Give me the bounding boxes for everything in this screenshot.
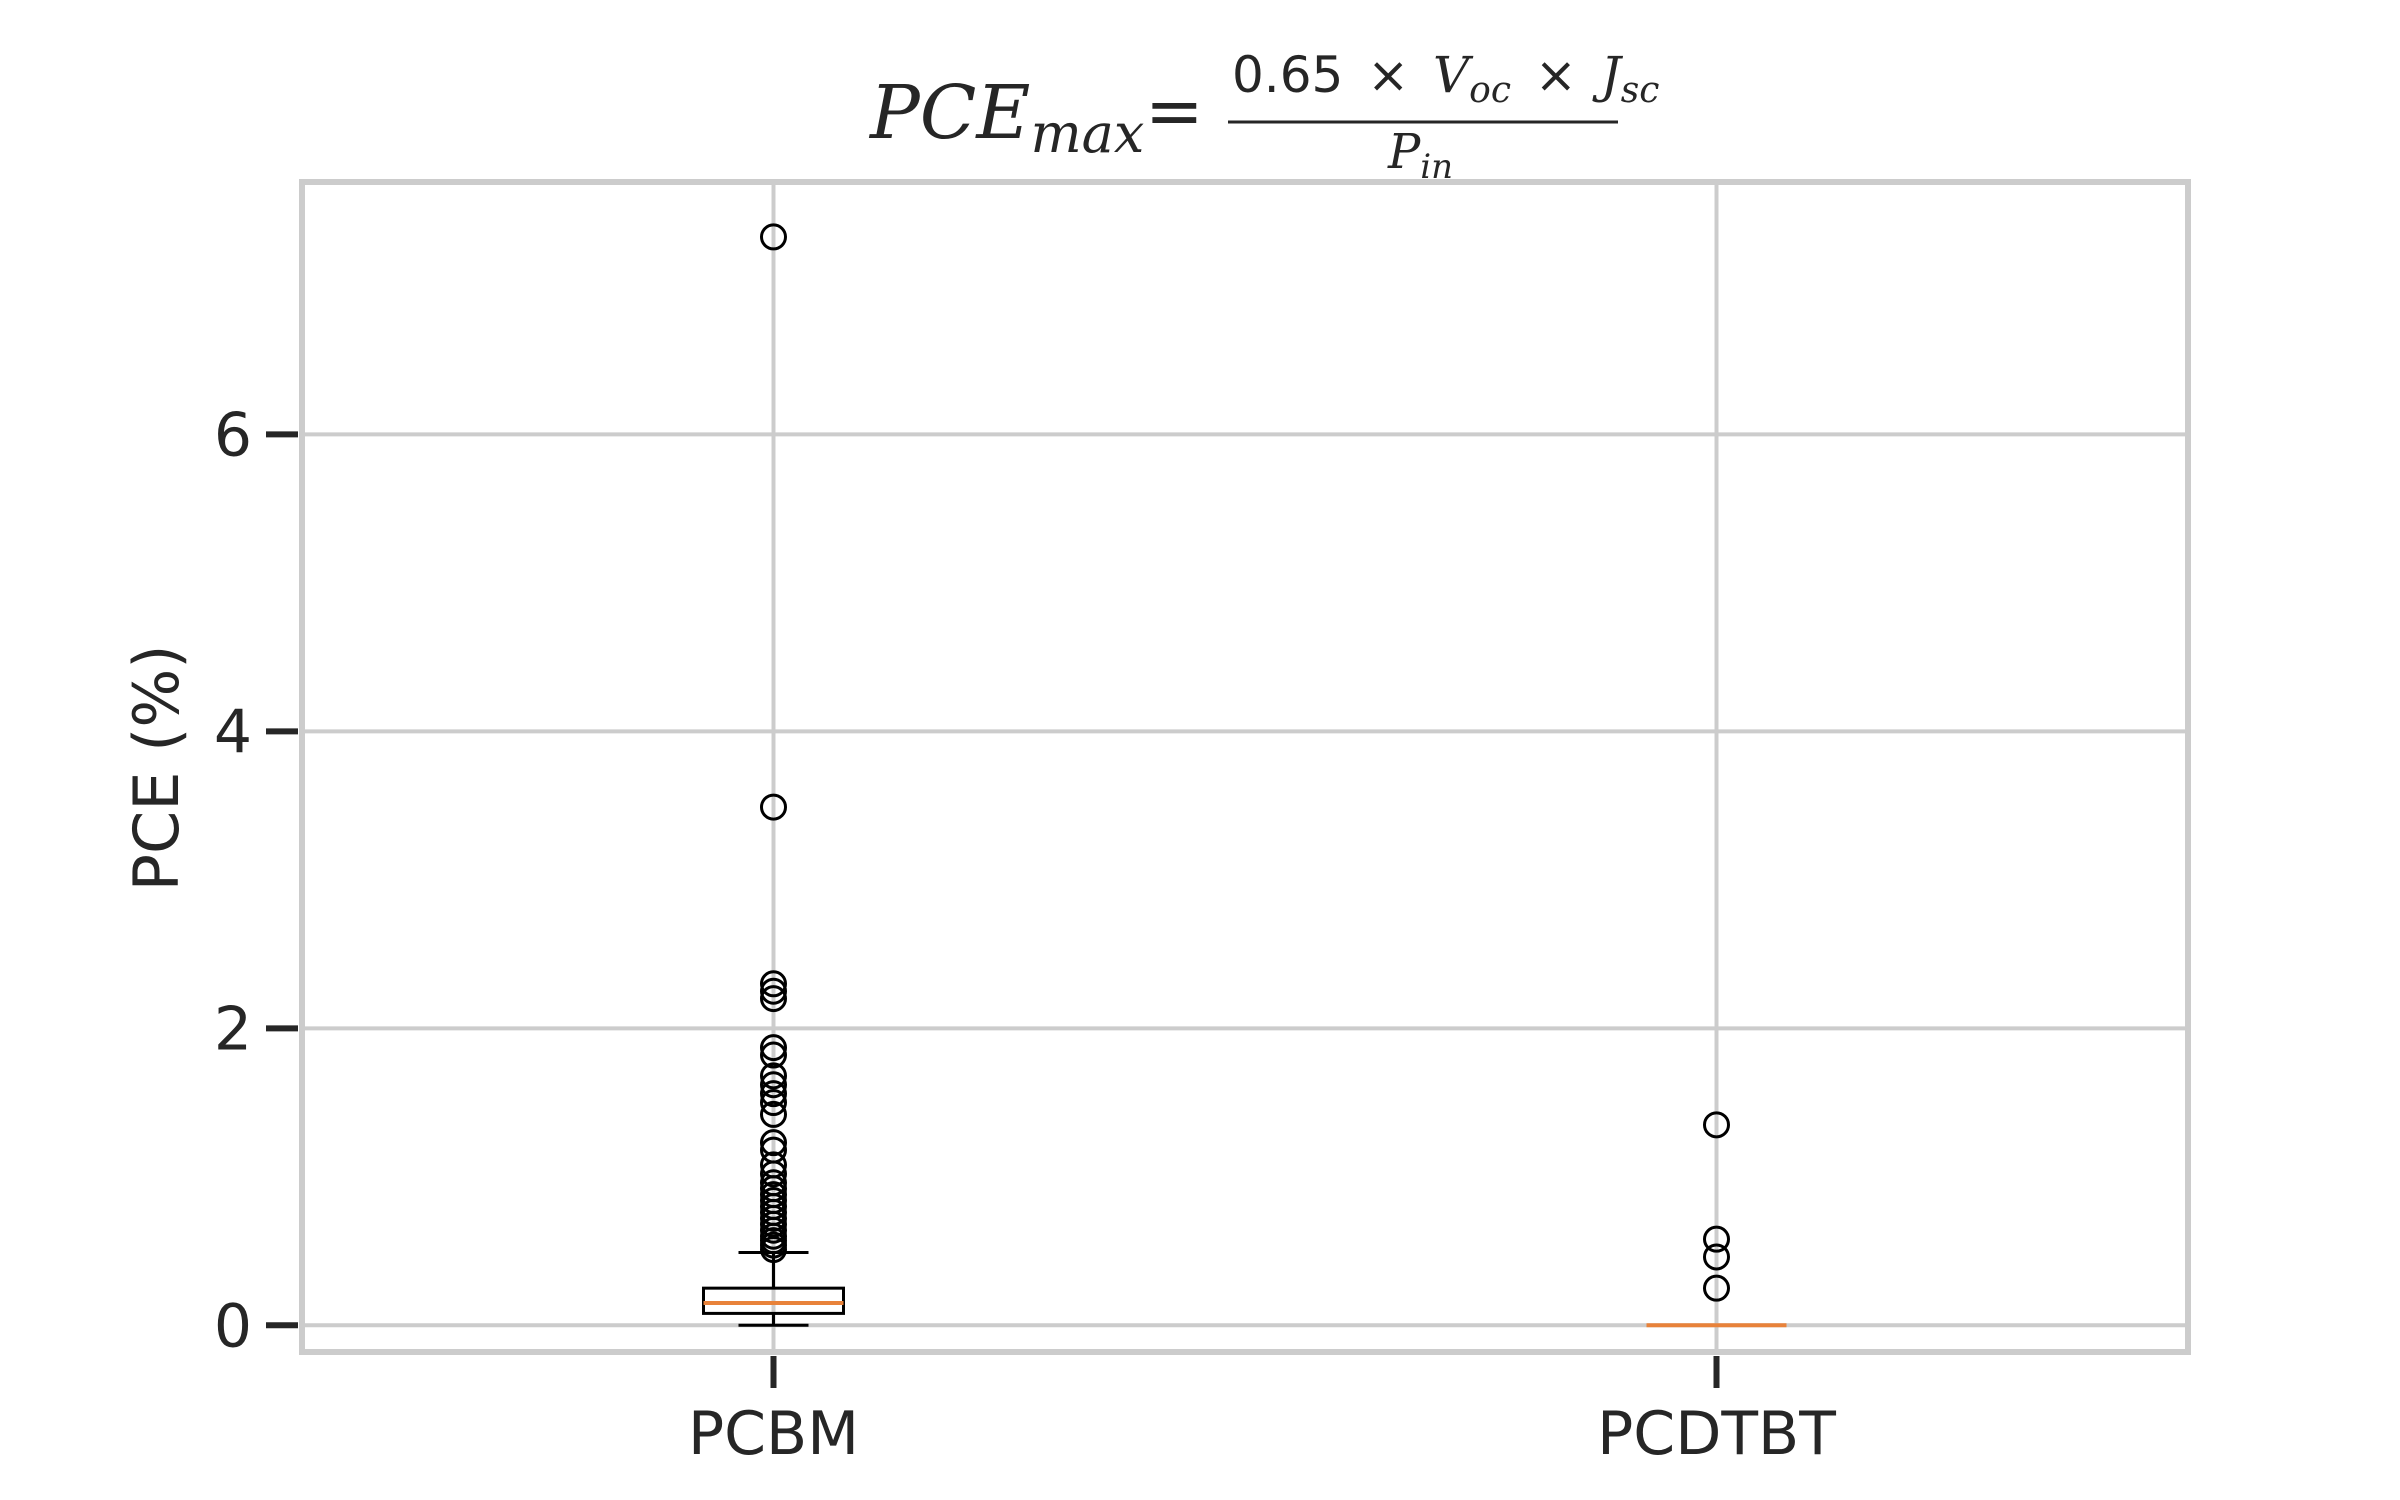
boxes (702, 223, 1787, 1328)
outlier-point (760, 1062, 787, 1090)
plot-border (299, 179, 2191, 1355)
plot-frame (299, 179, 2191, 1355)
outlier-point (760, 1071, 787, 1099)
title-jsc-subscript: sc (1621, 70, 1660, 111)
box-pcbm (702, 223, 845, 1327)
title-lhs: PCEmax (868, 70, 1144, 165)
title-numerator: 0.65 × Voc × Jsc (1232, 46, 1659, 114)
title-lhs-subscript: max (1030, 102, 1144, 165)
x-tick-label: PCDTBT (1597, 1399, 1836, 1469)
x-tick-label: PCBM (688, 1399, 859, 1469)
chart-title: PCEmax = 0.65 × Voc × Jsc Pin (868, 46, 1659, 187)
outlier-point (760, 985, 787, 1013)
title-voc-subscript: oc (1469, 70, 1511, 111)
outlier-point (760, 970, 787, 998)
outlier-point (1703, 1274, 1730, 1302)
axis-ticks: 0 2 4 6 PCBM PCDTBT (214, 400, 1836, 1469)
outlier-point (760, 1129, 787, 1157)
title-voc-base: V (1433, 46, 1474, 104)
outlier-point (760, 1041, 787, 1069)
outlier-point (760, 1034, 787, 1062)
outlier-point (760, 793, 787, 821)
iqr-box (702, 1286, 845, 1315)
outlier-point (1703, 1111, 1730, 1139)
outlier-point (760, 1080, 787, 1108)
title-denominator-base: P (1387, 124, 1421, 180)
outlier-point (1703, 1225, 1730, 1253)
box-pcdtbt (1646, 1111, 1787, 1328)
title-lhs-base: PCE (868, 70, 1030, 156)
y-axis-label: PCE (%) (120, 645, 193, 892)
outlier-point (760, 1089, 787, 1117)
outlier-point (1703, 1243, 1730, 1271)
outlier-point (760, 1100, 787, 1128)
y-tick-label: 4 (214, 697, 252, 767)
outlier-point (760, 1160, 787, 1188)
title-times-2: × (1535, 46, 1577, 104)
outlier-point (760, 977, 787, 1005)
title-times-1: × (1367, 46, 1409, 104)
title-jsc-base: J (1592, 46, 1624, 104)
title-denominator: Pin (1387, 124, 1453, 187)
title-coefficient: 0.65 (1232, 46, 1343, 104)
outlier-point (760, 1236, 787, 1264)
outlier-point (760, 223, 787, 251)
grid (302, 182, 2188, 1352)
y-tick-label: 0 (214, 1291, 252, 1361)
y-tick-label: 6 (214, 400, 252, 470)
title-equals: = (1145, 70, 1204, 152)
y-tick-label: 2 (214, 994, 252, 1064)
